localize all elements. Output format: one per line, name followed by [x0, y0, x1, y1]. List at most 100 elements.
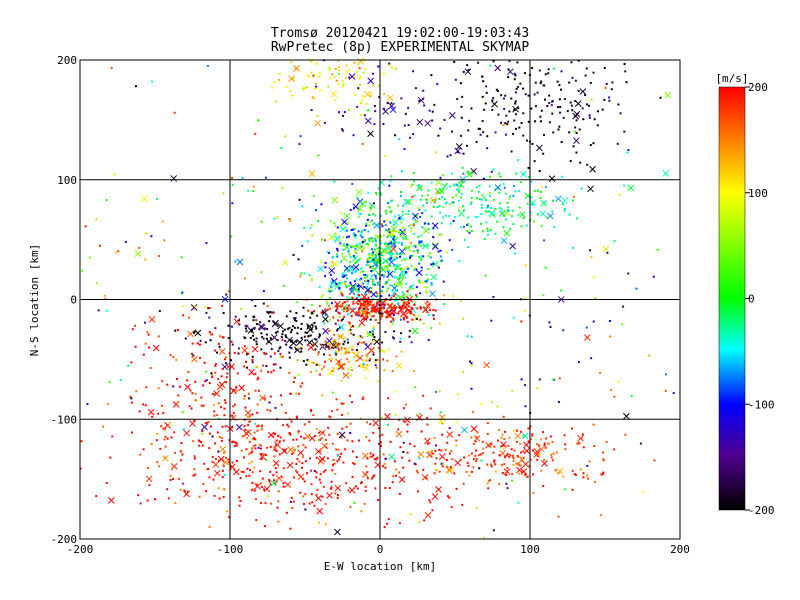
- data-point: [262, 364, 265, 367]
- data-point: [409, 513, 412, 516]
- data-point-cross: [454, 147, 462, 155]
- data-point: [455, 194, 458, 197]
- data-point-cross: [377, 250, 385, 257]
- data-point: [476, 431, 479, 434]
- data-point: [340, 436, 343, 439]
- data-point: [365, 102, 368, 105]
- data-point: [349, 374, 352, 377]
- data-point: [514, 113, 517, 116]
- data-point: [427, 268, 430, 271]
- data-point: [405, 282, 408, 285]
- data-point: [579, 161, 582, 164]
- data-point: [243, 365, 246, 368]
- data-point: [139, 502, 142, 505]
- data-point: [226, 372, 229, 375]
- data-point: [393, 223, 396, 226]
- data-point: [363, 276, 366, 279]
- data-point: [303, 502, 306, 505]
- data-point: [493, 188, 496, 191]
- data-point: [486, 422, 489, 425]
- data-point: [426, 201, 429, 204]
- data-point: [249, 329, 252, 332]
- data-point: [297, 431, 300, 434]
- data-point: [139, 453, 142, 456]
- data-point: [474, 216, 477, 219]
- data-point: [315, 363, 318, 366]
- data-point: [414, 244, 417, 247]
- data-point: [230, 426, 233, 429]
- data-point: [548, 101, 551, 104]
- data-point: [416, 490, 419, 493]
- data-point: [494, 232, 497, 235]
- data-point: [427, 450, 430, 453]
- data-point-cross: [356, 205, 364, 213]
- data-point: [392, 229, 395, 232]
- data-point-cross: [190, 355, 198, 363]
- data-point: [269, 395, 272, 398]
- data-point: [498, 191, 501, 194]
- data-point-cross: [352, 263, 360, 271]
- data-point: [564, 207, 567, 210]
- data-point: [377, 427, 380, 430]
- data-point: [381, 349, 384, 352]
- data-point: [395, 390, 398, 393]
- data-point: [386, 235, 389, 238]
- data-point: [306, 240, 309, 243]
- data-point-cross: [233, 468, 240, 476]
- data-point: [511, 479, 514, 482]
- data-point: [601, 108, 604, 111]
- data-point: [151, 415, 154, 418]
- data-point: [339, 352, 342, 355]
- data-point: [251, 413, 254, 416]
- data-point-cross: [548, 175, 556, 183]
- data-point: [364, 274, 367, 277]
- data-point: [235, 386, 238, 389]
- data-point: [480, 403, 483, 406]
- data-point: [360, 283, 363, 286]
- data-point: [346, 277, 349, 280]
- data-point-cross: [233, 318, 241, 325]
- data-point: [339, 315, 342, 318]
- data-point: [379, 289, 382, 292]
- data-point: [255, 519, 258, 522]
- data-point: [303, 423, 306, 426]
- data-point-cross: [316, 507, 324, 515]
- data-point-cross: [500, 441, 507, 449]
- data-point: [304, 446, 307, 449]
- data-point: [404, 271, 407, 274]
- data-point: [264, 454, 267, 457]
- data-point: [223, 381, 226, 384]
- data-point: [358, 290, 361, 293]
- data-point: [288, 356, 291, 359]
- data-point: [341, 304, 344, 307]
- data-point: [351, 348, 354, 351]
- data-point: [234, 260, 237, 263]
- data-point-cross: [219, 445, 227, 453]
- data-point: [358, 325, 361, 328]
- data-point: [549, 325, 552, 328]
- data-point: [459, 184, 462, 187]
- data-point: [347, 250, 350, 253]
- data-point: [413, 194, 416, 197]
- data-point: [223, 407, 226, 410]
- data-point: [431, 110, 434, 113]
- data-point: [346, 243, 349, 246]
- data-point: [281, 333, 284, 336]
- data-point: [386, 281, 389, 284]
- data-point: [434, 244, 437, 247]
- data-point: [348, 351, 351, 354]
- data-point: [328, 69, 331, 72]
- data-point-cross: [254, 482, 261, 490]
- data-point: [505, 474, 508, 477]
- data-point: [381, 266, 384, 269]
- data-point: [335, 304, 338, 307]
- data-point: [384, 486, 387, 489]
- data-point: [325, 344, 328, 347]
- data-point: [311, 501, 314, 504]
- data-point: [388, 294, 391, 297]
- data-point: [523, 72, 526, 75]
- data-point: [488, 192, 491, 195]
- data-point: [383, 155, 386, 158]
- data-point: [156, 197, 159, 200]
- data-point: [280, 146, 283, 149]
